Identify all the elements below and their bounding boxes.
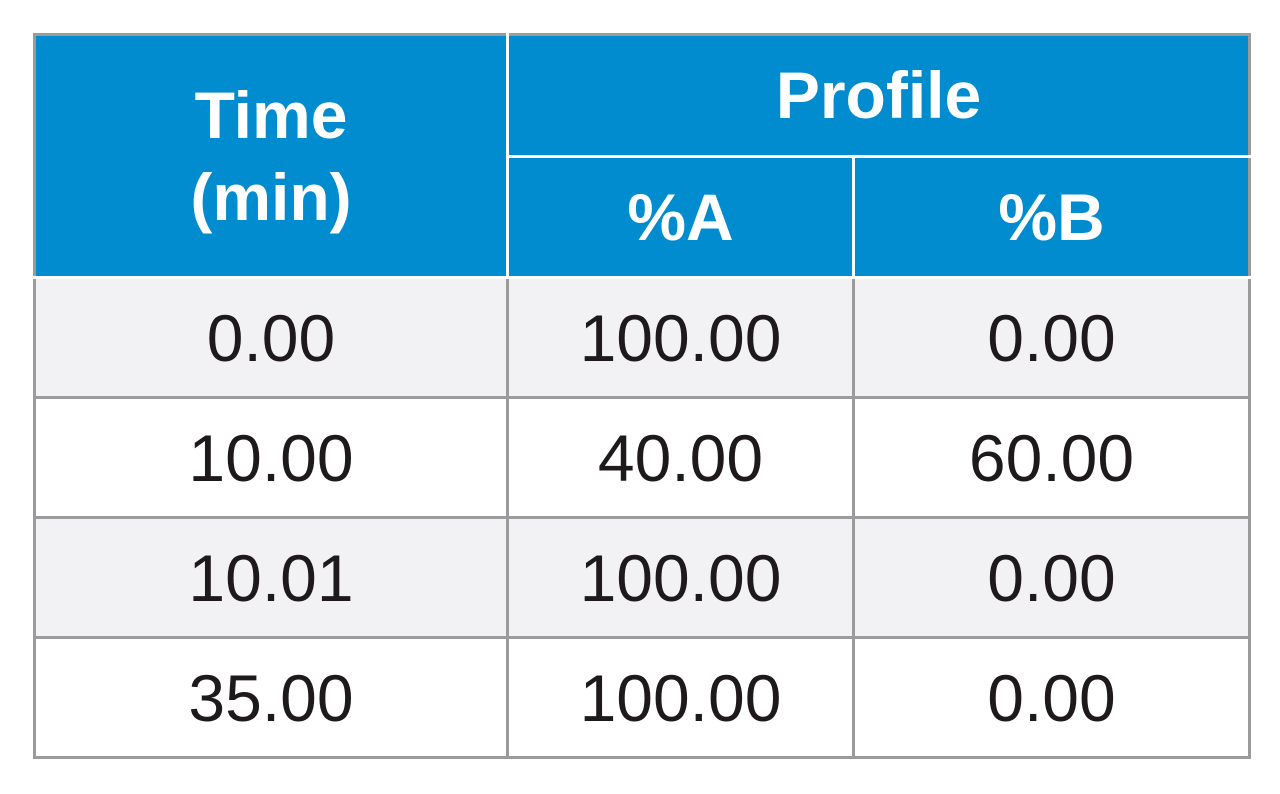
gradient-table-container: Time (min) Profile %A %B 0.00 100.00 0.0…	[33, 33, 1252, 759]
cell-percent-b: 0.00	[851, 636, 1252, 759]
header-row-sub: %A %B	[35, 154, 1252, 279]
table-header: Time (min) Profile %A %B	[33, 33, 1252, 279]
cell-percent-a: 40.00	[506, 396, 855, 519]
header-percent-a: %A	[506, 154, 855, 279]
cell-time: 10.01	[33, 516, 509, 639]
table-row: 0.00 100.00 0.00	[33, 276, 1252, 399]
header-time: Time (min)	[33, 33, 509, 279]
cell-percent-a: 100.00	[506, 636, 855, 759]
table-row: 10.00 40.00 60.00	[33, 396, 1252, 519]
cell-time: 35.00	[33, 636, 509, 759]
cell-time: 0.00	[33, 276, 509, 399]
table-body: 0.00 100.00 0.00 10.00 40.00 60.00 10.01…	[33, 276, 1252, 759]
cell-time: 10.00	[33, 396, 509, 519]
header-percent-b: %B	[851, 154, 1252, 279]
cell-percent-b: 0.00	[851, 516, 1252, 639]
cell-percent-a: 100.00	[506, 276, 855, 399]
header-time-unit: (min)	[190, 160, 352, 234]
gradient-table: Time (min) Profile %A %B 0.00 100.00 0.0…	[33, 33, 1252, 759]
table-row: 10.01 100.00 0.00	[33, 516, 1252, 639]
header-profile: Profile	[505, 33, 1252, 158]
table-row: 35.00 100.00 0.00	[33, 636, 1252, 759]
cell-percent-b: 60.00	[851, 396, 1252, 519]
cell-percent-a: 100.00	[506, 516, 855, 639]
header-row-top: Time (min) Profile	[33, 33, 1252, 279]
cell-percent-b: 0.00	[851, 276, 1252, 399]
header-time-label: Time	[194, 78, 348, 152]
